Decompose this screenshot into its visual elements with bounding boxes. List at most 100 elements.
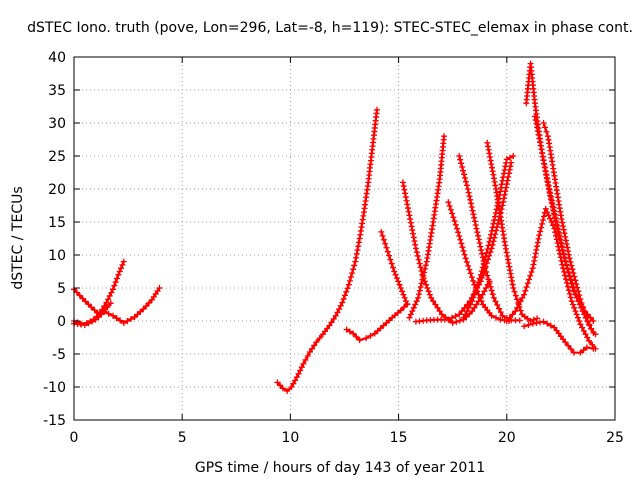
data-point	[467, 301, 474, 308]
data-point	[573, 311, 580, 318]
data-point	[413, 298, 420, 305]
data-point	[418, 280, 425, 287]
grid	[74, 57, 615, 420]
data-point	[540, 318, 547, 325]
data-point	[295, 370, 302, 377]
data-point	[383, 244, 390, 251]
data-point	[540, 213, 547, 220]
data-point	[470, 294, 477, 301]
data-point	[395, 278, 402, 285]
data-point	[407, 311, 414, 318]
data-point	[109, 312, 116, 319]
data-point	[441, 133, 448, 140]
data-point	[409, 308, 416, 315]
data-point	[107, 300, 114, 307]
data-point	[502, 163, 509, 170]
data-point	[563, 241, 570, 247]
data-point	[508, 277, 515, 284]
data-point	[467, 270, 474, 277]
data-point	[355, 239, 362, 246]
y-axis-label: dSTEC / TECUs	[10, 186, 26, 289]
chart-title: dSTEC Iono. truth (pove, Lon=296, Lat=-8…	[27, 20, 633, 36]
data-point	[542, 164, 549, 171]
data-point	[574, 284, 581, 291]
data-point	[503, 156, 510, 163]
data-point	[502, 188, 509, 195]
data-point	[402, 298, 409, 305]
data-point	[450, 214, 457, 221]
data-point	[339, 299, 346, 306]
data-point	[502, 245, 509, 252]
data-point	[488, 161, 495, 168]
data-point	[114, 275, 121, 282]
data-point	[499, 177, 506, 184]
data-point	[517, 298, 524, 305]
data-point	[590, 345, 597, 352]
data-point	[391, 268, 398, 275]
data-point	[503, 184, 510, 191]
data-point	[489, 168, 496, 175]
data-point	[73, 289, 80, 296]
data-point	[115, 271, 122, 278]
data-point	[556, 233, 563, 240]
data-point	[457, 236, 464, 243]
data-point	[403, 197, 410, 204]
data-point	[532, 250, 539, 257]
data-point	[416, 260, 423, 267]
data-point	[341, 292, 348, 299]
data-point	[506, 166, 513, 173]
data-point	[356, 337, 363, 344]
data-point	[532, 117, 539, 124]
data-point	[531, 113, 538, 120]
data-point	[451, 218, 458, 225]
data-point	[574, 314, 581, 321]
data-point	[284, 387, 291, 394]
data-point	[424, 285, 431, 291]
data-point	[346, 328, 353, 335]
data-point	[85, 301, 92, 308]
data-point	[460, 247, 467, 254]
data-point	[566, 290, 573, 297]
data-point	[446, 202, 453, 209]
data-point	[500, 198, 507, 205]
data-point	[534, 128, 541, 135]
data-point	[483, 285, 490, 291]
data-point	[399, 288, 406, 295]
data-point	[297, 367, 304, 374]
x-tick-label: 25	[606, 430, 624, 446]
data-point	[557, 212, 564, 219]
data-point	[505, 173, 512, 180]
data-point	[511, 288, 518, 295]
data-point	[481, 257, 488, 264]
data-point	[562, 258, 569, 265]
data-point	[498, 184, 505, 191]
data-point	[473, 301, 480, 308]
data-point	[311, 342, 318, 349]
data-point	[534, 243, 541, 250]
data-point	[120, 258, 127, 265]
x-tick-label: 10	[281, 430, 299, 446]
data-point	[487, 283, 494, 290]
data-point	[569, 266, 576, 273]
data-point	[460, 314, 467, 321]
data-point	[544, 320, 551, 327]
data-point	[509, 281, 516, 288]
data-point	[562, 339, 569, 346]
data-point	[306, 349, 313, 356]
data-point	[491, 213, 498, 220]
data-point	[572, 308, 579, 315]
data-point	[343, 288, 350, 295]
data-point	[565, 248, 572, 255]
data-point	[572, 277, 579, 284]
data-point	[480, 260, 487, 267]
data-point	[465, 262, 472, 269]
y-tick-label: 35	[48, 83, 66, 99]
data-point	[504, 253, 511, 260]
data-point	[140, 306, 147, 313]
series-7	[406, 133, 448, 321]
data-point	[426, 291, 433, 298]
data-point	[412, 301, 419, 308]
data-point	[579, 324, 586, 331]
data-point	[579, 303, 586, 310]
data-point	[584, 334, 591, 341]
